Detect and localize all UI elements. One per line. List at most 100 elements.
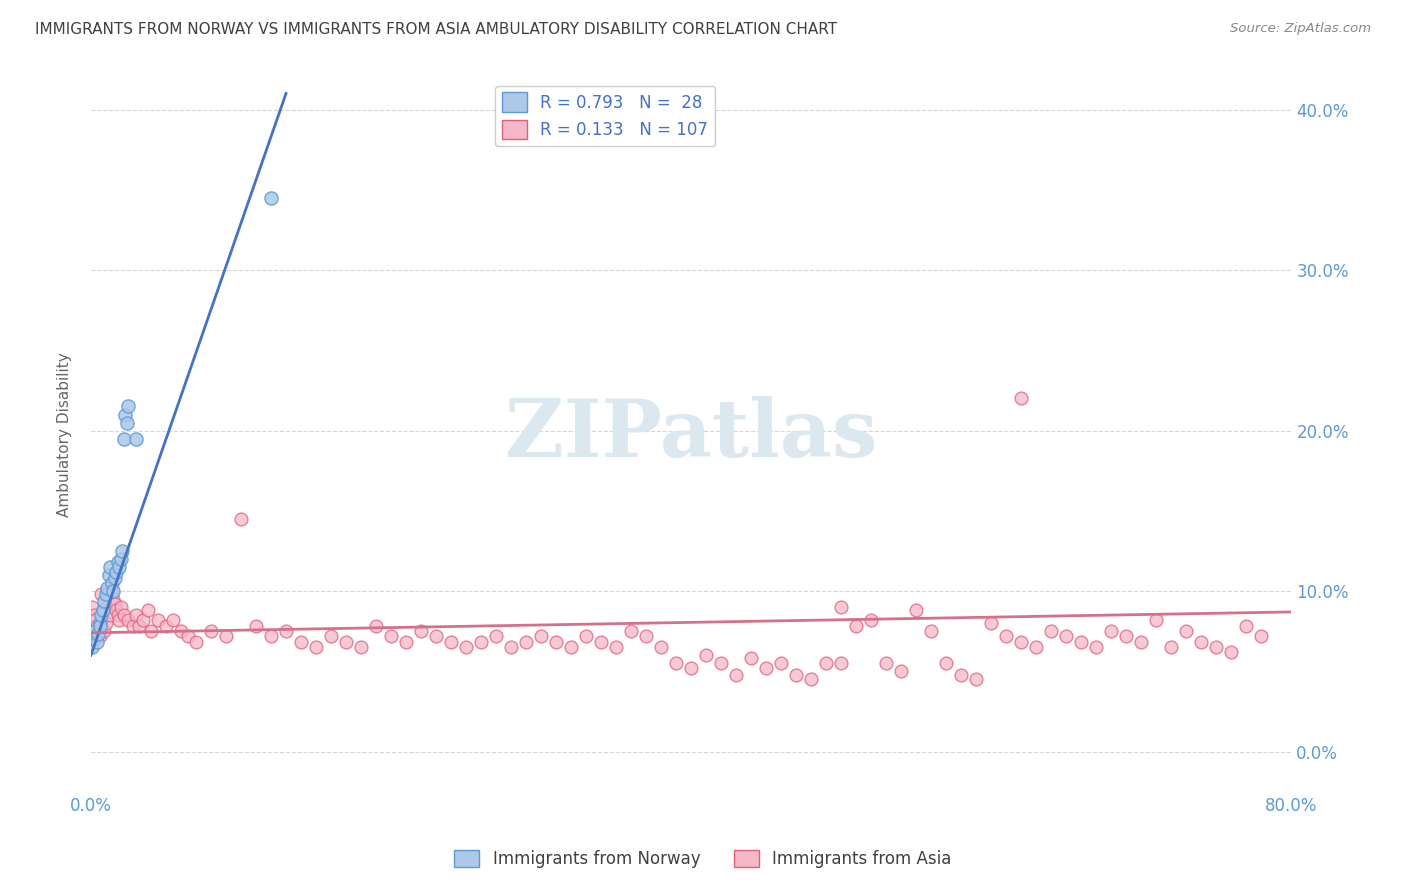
Point (260, 629, 283, 643)
Point (128, 619, 150, 633)
Point (86, 619, 108, 633)
Point (245, 619, 267, 633)
Point (1250, 629, 1272, 643)
Point (456, 640, 478, 655)
Point (170, 624, 193, 639)
Point (860, 613, 883, 627)
Point (97, 568, 120, 582)
Point (546, 635, 568, 649)
Point (395, 635, 418, 649)
Point (1025, 640, 1047, 655)
Point (980, 616, 1002, 631)
Point (515, 635, 537, 649)
Point (184, 635, 207, 649)
Point (110, 552, 132, 566)
Point (681, 661, 703, 675)
Point (380, 629, 402, 643)
Point (87, 627, 110, 641)
Point (101, 584, 124, 599)
Point (105, 565, 128, 579)
Point (636, 629, 658, 643)
Text: IMMIGRANTS FROM NORWAY VS IMMIGRANTS FROM ASIA AMBULATORY DISABILITY CORRELATION: IMMIGRANTS FROM NORWAY VS IMMIGRANTS FRO… (35, 22, 838, 37)
Point (425, 629, 447, 643)
Point (1236, 619, 1258, 633)
Point (485, 629, 508, 643)
Point (845, 619, 868, 633)
Point (93, 624, 115, 639)
Point (1160, 640, 1182, 655)
Point (91, 603, 114, 617)
Point (103, 584, 125, 599)
Point (890, 665, 912, 679)
Point (84, 624, 107, 639)
Point (93, 593, 115, 607)
Point (440, 635, 463, 649)
Point (215, 629, 238, 643)
Point (965, 673, 987, 687)
Point (950, 667, 973, 681)
Point (162, 613, 184, 627)
Point (1175, 624, 1198, 639)
Point (905, 603, 928, 617)
Point (290, 635, 312, 649)
Point (274, 624, 297, 639)
Point (100, 560, 122, 574)
Point (94, 587, 117, 601)
Point (620, 624, 643, 639)
Point (90, 587, 112, 601)
Point (136, 603, 159, 617)
Point (1130, 635, 1153, 649)
Point (86, 635, 108, 649)
Point (935, 657, 957, 671)
Point (107, 608, 129, 623)
Point (875, 657, 897, 671)
Point (830, 657, 852, 671)
Point (920, 624, 942, 639)
Point (122, 619, 145, 633)
Point (409, 624, 432, 639)
Point (108, 613, 131, 627)
Point (117, 613, 139, 627)
Point (83, 632, 105, 647)
Point (665, 657, 688, 671)
Point (605, 640, 627, 655)
Y-axis label: Ambulatory Disability: Ambulatory Disability (58, 352, 72, 517)
Point (335, 635, 357, 649)
Point (89, 619, 111, 633)
Point (1054, 629, 1077, 643)
Point (84, 613, 107, 627)
Point (82, 640, 104, 655)
Point (364, 619, 387, 633)
Point (105, 603, 128, 617)
Point (104, 571, 127, 585)
Point (1115, 629, 1137, 643)
Point (1040, 624, 1063, 639)
Point (101, 576, 124, 591)
Point (560, 640, 582, 655)
Point (995, 629, 1018, 643)
Point (96, 581, 118, 595)
Point (83, 608, 105, 623)
Point (82, 600, 104, 615)
Text: Source: ZipAtlas.com: Source: ZipAtlas.com (1230, 22, 1371, 36)
Point (89, 629, 111, 643)
Point (1085, 640, 1108, 655)
Point (1070, 635, 1092, 649)
Point (501, 640, 523, 655)
Point (108, 560, 131, 574)
Point (1189, 635, 1212, 649)
Point (1099, 624, 1122, 639)
Point (112, 432, 135, 446)
Point (177, 629, 200, 643)
Point (530, 629, 553, 643)
Point (94, 616, 117, 631)
Point (97, 597, 120, 611)
Point (155, 619, 177, 633)
Point (111, 544, 134, 558)
Legend: R = 0.793   N =  28, R = 0.133   N = 107: R = 0.793 N = 28, R = 0.133 N = 107 (495, 86, 716, 146)
Point (1144, 613, 1167, 627)
Point (740, 651, 762, 665)
Point (755, 661, 778, 675)
Point (110, 600, 132, 615)
Point (350, 640, 373, 655)
